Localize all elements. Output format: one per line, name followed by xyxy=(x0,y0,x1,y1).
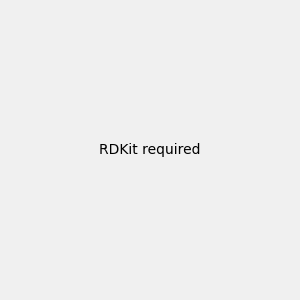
Text: RDKit required: RDKit required xyxy=(99,143,201,157)
